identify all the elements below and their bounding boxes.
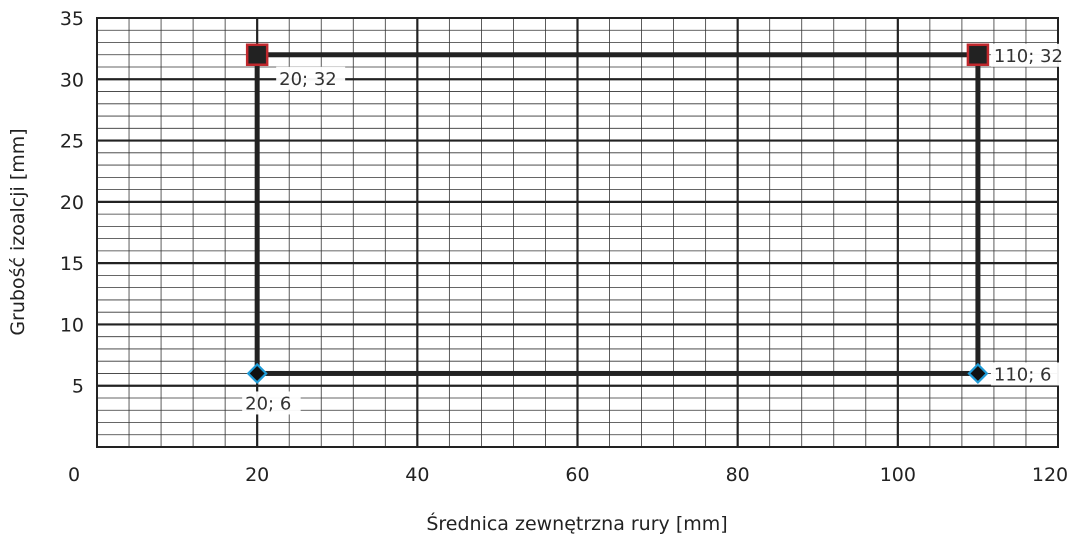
x-tick-label: 100: [880, 464, 916, 486]
data-label: 20; 32: [279, 69, 337, 90]
x-tick-label: 40: [405, 464, 429, 486]
data-label: 110; 32: [994, 46, 1063, 67]
data-label-bg: [990, 362, 1060, 386]
data-label-bg: [276, 66, 346, 90]
y-tick-label: 15: [60, 253, 84, 275]
y-tick-label: 5: [72, 376, 84, 398]
y-tick-label: 35: [60, 8, 84, 30]
data-markers: [245, 43, 990, 385]
range-box-outline: [254, 52, 981, 376]
data-labels: 20; 32 110; 32 20; 6 110; 6: [242, 43, 1071, 415]
data-label-bg: [990, 43, 1071, 67]
marker-square-1: [966, 43, 990, 67]
marker-diamond-0: [246, 362, 268, 385]
major-grid: [97, 18, 1058, 447]
marker-diamond-1: [967, 362, 989, 385]
x-axis-label: Średnica zewnętrzna rury [mm]: [426, 511, 727, 535]
data-label: 20; 6: [245, 393, 291, 414]
y-axis-label: Grubość izoalcji [mm]: [7, 128, 29, 335]
x-tick-label: 60: [565, 464, 589, 486]
x-tick-label: 120: [1032, 464, 1068, 486]
data-label: 110; 6: [994, 364, 1052, 385]
range-box: [254, 52, 981, 376]
y-tick-label: 30: [60, 69, 84, 91]
y-tick-label: 25: [60, 131, 84, 153]
x-tick-label: 80: [726, 464, 750, 486]
marker-square-0: [245, 43, 269, 67]
y-tick-label: 20: [60, 192, 84, 214]
x-tick-labels: 0 20 40 60 80 100 120: [68, 464, 1068, 486]
x-tick-label: 0: [68, 464, 80, 486]
y-tick-labels: 5 10 15 20 25 30 35: [60, 8, 84, 398]
data-label-bg: [242, 391, 301, 415]
x-tick-label: 20: [245, 464, 269, 486]
y-tick-label: 10: [60, 314, 84, 336]
plot-frame: [96, 17, 1059, 448]
